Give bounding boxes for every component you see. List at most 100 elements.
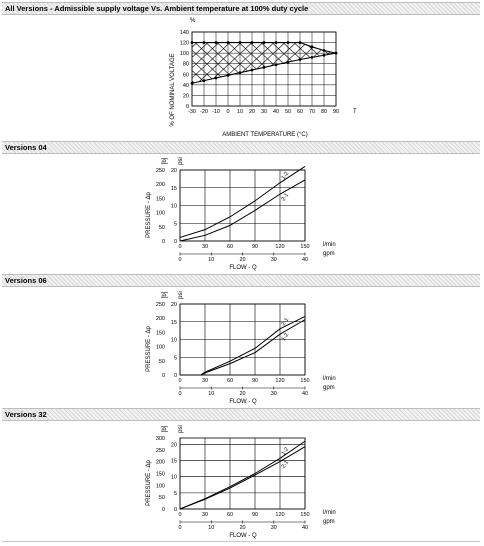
x-unit-label: T [353,109,357,115]
x-tick-label: 0 [178,244,181,250]
data-point [310,55,314,59]
x-axis-title: AMBIENT TEMPERATURE (°C) [222,132,307,138]
x-tick-label: 70 [309,109,315,115]
y-tick-label: 20 [183,93,189,99]
x2-tick-label: 20 [239,257,245,263]
y-unit-psi: psi [178,291,184,299]
data-point [214,41,218,44]
x-tick-label: 150 [300,244,309,250]
section-header-all-versions: All Versions - Admissible supply voltage… [2,2,480,15]
x-tick-label: 120 [275,244,284,250]
series-line-2-1 [179,179,306,242]
x2-tick-label: 30 [271,525,277,531]
y-tick-label: 20 [171,442,177,448]
hatch-line [63,22,153,106]
data-point [238,71,242,75]
hatch-line [282,42,336,84]
hatch-line [74,22,164,106]
hatch-line [382,22,472,106]
x2-tick-label: 10 [208,525,214,531]
x-tick-label: 0 [178,512,181,518]
x-axis-title: FLOW - Q [229,399,257,405]
y-unit-psi: psi [178,157,184,165]
data-point [190,81,194,85]
data-point [190,41,194,44]
x-unit-lmin: l/min [323,242,336,248]
series-label: 2-1 [281,460,290,470]
y2-tick-label: 100 [156,211,165,217]
y-tick-label: 5 [174,491,177,497]
series-label: 1-2 [281,171,290,181]
hatch-line [349,22,439,106]
y2-tick-label: 250 [156,302,165,308]
bottom-rule [2,541,480,542]
x2-tick-label: 10 [208,391,214,397]
y-tick-label: 0 [186,104,189,110]
x-tick-label: 30 [202,512,208,518]
x-tick-label: -30 [188,109,196,115]
hatch-line [382,22,472,106]
y-tick-label: 120 [180,41,189,47]
chart-series: 1-22-1 [179,440,306,510]
y2-tick-label: 200 [156,460,165,466]
pressure-flow-chart-06: 2-11-2 0 30 60 90 120 15005101520050100150200… [146,291,336,405]
y-unit-label: % [190,18,196,24]
series-line-1-2 [179,166,306,238]
y-tick-label: 0 [174,373,177,379]
data-point [322,53,326,57]
x-tick-label: 30 [202,244,208,250]
y2-tick-label: 50 [159,359,165,365]
x-tick-label: 90 [333,109,339,115]
data-point [214,76,218,80]
voltage-temperature-chart: -30 -20 -10 0 10 20 30 40 50 60 70 80 90 0 20 40 60 80 100… [52,18,472,138]
x-tick-label: 60 [297,109,303,115]
x-unit-gpm: gpm [323,251,335,257]
y2-tick-label: 50 [159,495,165,501]
series-label: 2-1 [281,317,290,327]
hatch-line [282,42,336,84]
hatch-line [205,42,297,84]
x-tick-label: 60 [227,244,233,250]
y-tick-label: 100 [180,51,189,57]
chart-grid [179,169,306,242]
series-line-1-2 [180,319,306,376]
x-tick-label: 60 [227,378,233,384]
hatch-line [192,42,209,84]
y2-tick-label: 100 [156,345,165,351]
data-point [286,41,290,44]
chart-ticks: -30 -20 -10 0 10 20 30 40 50 60 70 80 90 0 20 40 60 80 100… [180,30,339,115]
hatch-line [360,22,450,106]
series-line-2-1 [179,446,306,510]
y-unit-bar: [b] [162,425,168,432]
chart-series: 1-2 2-1 [179,166,306,242]
hatch-line [52,22,142,106]
y-tick-label: 20 [171,302,177,308]
chart-series: 2-1 1-2 [180,315,306,376]
data-point [202,79,206,83]
x-tick-label: 60 [227,512,233,518]
y2-tick-label: 100 [156,483,165,489]
data-point [226,73,230,77]
x-tick-label: 150 [300,512,309,518]
y2-tick-label: 250 [156,448,165,454]
section-header-versions-32: Versions 32 [2,408,480,421]
hatch-line [85,22,175,106]
x-tick-label: 10 [237,109,243,115]
y-axis-title: PRESSURE - Δp [146,325,152,371]
series-label: 2-1 [281,192,290,202]
x-axis-title: FLOW - Q [229,265,257,271]
hatch-line [52,22,142,106]
hatch-line [338,22,428,106]
hatch-line [260,42,336,84]
hatch-line [192,42,242,84]
hatch-line [293,42,336,84]
hatch-line [371,22,461,106]
plot-frame [191,31,337,107]
y-tick-label: 20 [171,168,177,174]
hatch-line [360,22,450,106]
x-unit-lmin: l/min [323,510,336,516]
y-tick-label: 15 [171,186,177,192]
hatch-line [192,42,264,84]
x2-tick-label: 20 [239,391,245,397]
y-axis-title: % OF NOMINAL VOLTAGE [170,53,176,126]
